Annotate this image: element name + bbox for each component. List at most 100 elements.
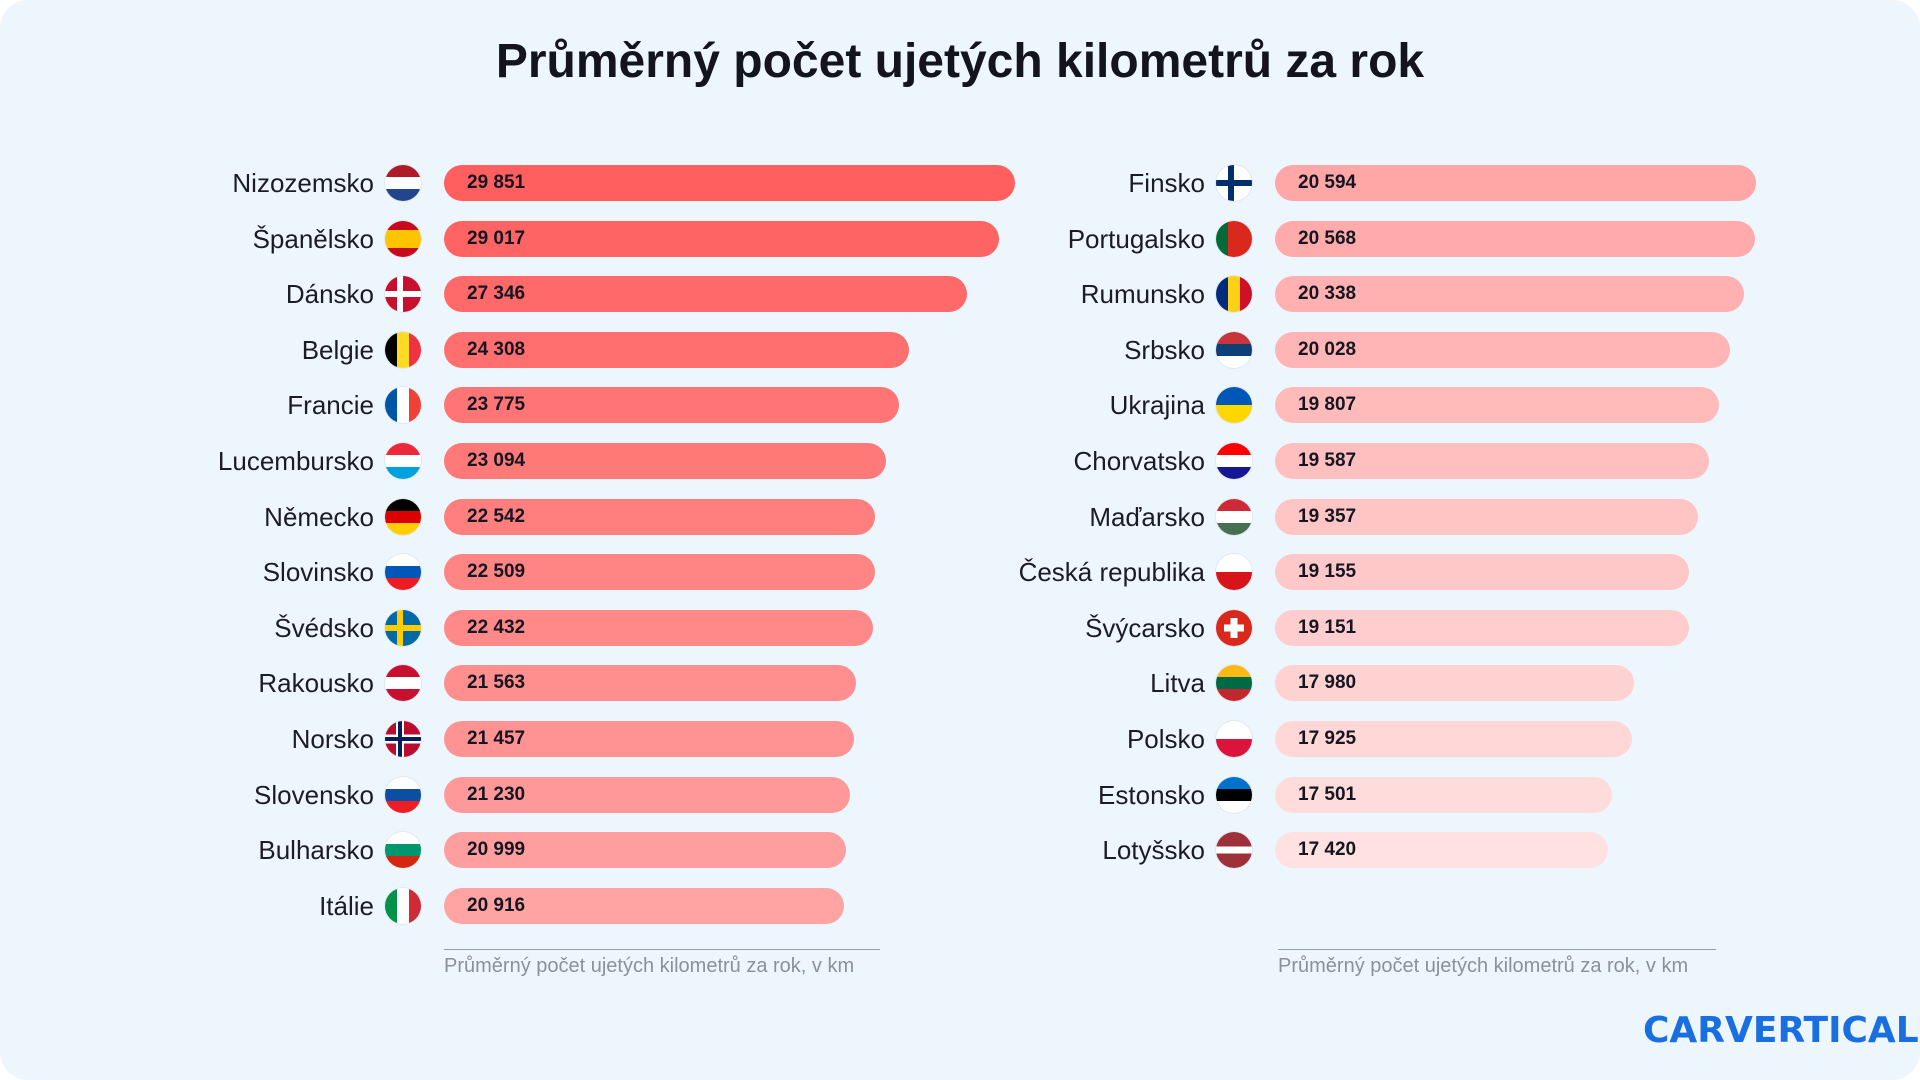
- data-label: 24 308: [467, 338, 526, 360]
- flag-icon-norsko: [385, 721, 421, 757]
- category-label-wrap: Německo: [0, 499, 374, 535]
- category-label: Česká republika: [1018, 557, 1205, 588]
- bar-row: Švýcarsko 19 151: [0, 609, 1920, 646]
- bar: 17 980: [1275, 665, 1635, 702]
- bar: 19 807: [1275, 387, 1720, 424]
- category-label-wrap: Španělsko: [0, 221, 374, 257]
- bar-row: Rakousko 21 563: [0, 665, 1920, 702]
- category-label-wrap: Chorvatsko: [0, 443, 1206, 479]
- bar-row: Německo 22 542: [0, 498, 1920, 535]
- flag-icon-portugalsko: [1216, 220, 1252, 257]
- category-label-wrap: Dánsko: [0, 276, 374, 312]
- category-label-wrap: Švédsko: [0, 610, 374, 646]
- category-label-wrap: Belgie: [0, 332, 374, 368]
- bar-row: Estonsko 17 501: [0, 776, 1920, 813]
- bar-row: Česká republika 19 155: [0, 554, 1920, 591]
- bar: 17 925: [1275, 721, 1632, 757]
- bar: 22 432: [444, 609, 874, 646]
- bar-row: Norsko 21 457: [0, 721, 1920, 757]
- bar-row: Nizozemsko 29 851: [0, 165, 1920, 201]
- data-label: 22 432: [467, 616, 526, 638]
- bar: 29 851: [444, 165, 1015, 201]
- data-label: 20 568: [1298, 227, 1357, 249]
- category-label: Dánsko: [285, 279, 374, 310]
- bar-row: Maďarsko 19 357: [0, 498, 1920, 535]
- category-label-wrap: Česká republika: [0, 554, 1205, 590]
- bar: 19 587: [1275, 443, 1710, 479]
- flag-icon-slovensko: [385, 776, 421, 813]
- data-label: 22 542: [467, 505, 526, 527]
- category-label: Bulharsko: [258, 835, 374, 866]
- flag-icon-španělsko: [385, 220, 421, 257]
- category-label: Švýcarsko: [1085, 612, 1205, 643]
- data-label: 19 357: [1298, 505, 1357, 527]
- flag-icon-švédsko: [385, 609, 421, 646]
- bar-row: Ukrajina 19 807: [0, 387, 1920, 424]
- bar: 17 501: [1275, 776, 1612, 813]
- bar-row: Dánsko 27 346: [0, 276, 1920, 313]
- bar-row: Belgie 24 308: [0, 331, 1920, 368]
- category-label-wrap: Švýcarsko: [0, 610, 1205, 646]
- category-label-wrap: Lotyšsko: [0, 832, 1205, 868]
- flag-icon-chorvatsko: [1216, 443, 1252, 479]
- data-label: 23 094: [467, 450, 526, 471]
- bar: 20 594: [1275, 165, 1756, 201]
- flag-icon-finsko: [1216, 165, 1252, 201]
- flag-icon-srbsko: [1216, 331, 1252, 368]
- category-label: Rumunsko: [1080, 279, 1205, 310]
- category-label-wrap: Slovinsko: [0, 554, 374, 590]
- bar-row: Lucembursko 23 094: [0, 443, 1920, 479]
- category-label: Portugalsko: [1067, 223, 1205, 254]
- data-label: 21 457: [467, 728, 526, 749]
- flag-icon-rakousko: [385, 665, 421, 702]
- left-axis-line: [444, 949, 880, 950]
- data-label: 23 775: [467, 394, 526, 416]
- bar-row: Švédsko 22 432: [0, 609, 1920, 646]
- category-label-wrap: Nizozemsko: [0, 165, 374, 201]
- flag-icon-itálie: [385, 887, 421, 924]
- category-label-wrap: Norsko: [0, 721, 374, 757]
- data-label: 17 925: [1298, 728, 1357, 749]
- bar-row: Bulharsko 20 999: [0, 832, 1920, 869]
- bar: 20 999: [444, 832, 846, 869]
- flag-icon-litva: [1216, 665, 1252, 702]
- category-label: Rakousko: [258, 668, 374, 699]
- category-label: Švédsko: [274, 612, 374, 643]
- category-label-wrap: Maďarsko: [0, 499, 1205, 535]
- flag-icon-bulharsko: [385, 832, 421, 869]
- bar-row: Rumunsko 20 338: [0, 276, 1920, 313]
- carvertical-logo: CARVERTICAL: [1643, 1010, 1919, 1051]
- bar: 29 017: [444, 220, 1000, 257]
- data-label: 20 594: [1298, 172, 1357, 193]
- data-label: 29 851: [467, 172, 526, 193]
- flag-icon-česká-republika: [1216, 554, 1252, 591]
- bar: 20 916: [444, 887, 845, 924]
- flag-icon-slovinsko: [385, 554, 421, 591]
- bar: 22 542: [444, 498, 876, 535]
- bar: 24 308: [444, 331, 909, 368]
- bar-row: Srbsko 20 028: [0, 331, 1920, 368]
- bar-row: Španělsko 29 017: [0, 220, 1920, 257]
- bar: 21 230: [444, 776, 851, 813]
- category-label: Maďarsko: [1089, 501, 1205, 532]
- data-label: 21 230: [467, 783, 526, 805]
- category-label-wrap: Litva: [0, 665, 1205, 701]
- category-label: Ukrajina: [1109, 390, 1205, 421]
- data-label: 22 509: [467, 561, 526, 583]
- data-label: 17 501: [1298, 783, 1357, 805]
- bar-row: Francie 23 775: [0, 387, 1920, 424]
- data-label: 21 563: [467, 672, 526, 694]
- flag-icon-belgie: [385, 331, 421, 368]
- data-label: 29 017: [467, 227, 526, 249]
- flag-icon-německo: [385, 498, 421, 535]
- bar: 23 094: [444, 443, 886, 479]
- category-label-wrap: Francie: [0, 387, 374, 423]
- category-label: Estonsko: [1098, 779, 1205, 810]
- right-axis-line: [1278, 949, 1716, 950]
- data-label: 19 587: [1298, 450, 1357, 471]
- bar-row: Chorvatsko 19 587: [0, 443, 1920, 479]
- category-label: Chorvatsko: [1073, 446, 1206, 476]
- category-label-wrap: Polsko: [0, 721, 1205, 757]
- bar-row: Finsko 20 594: [0, 165, 1920, 201]
- category-label: Srbsko: [1124, 334, 1205, 365]
